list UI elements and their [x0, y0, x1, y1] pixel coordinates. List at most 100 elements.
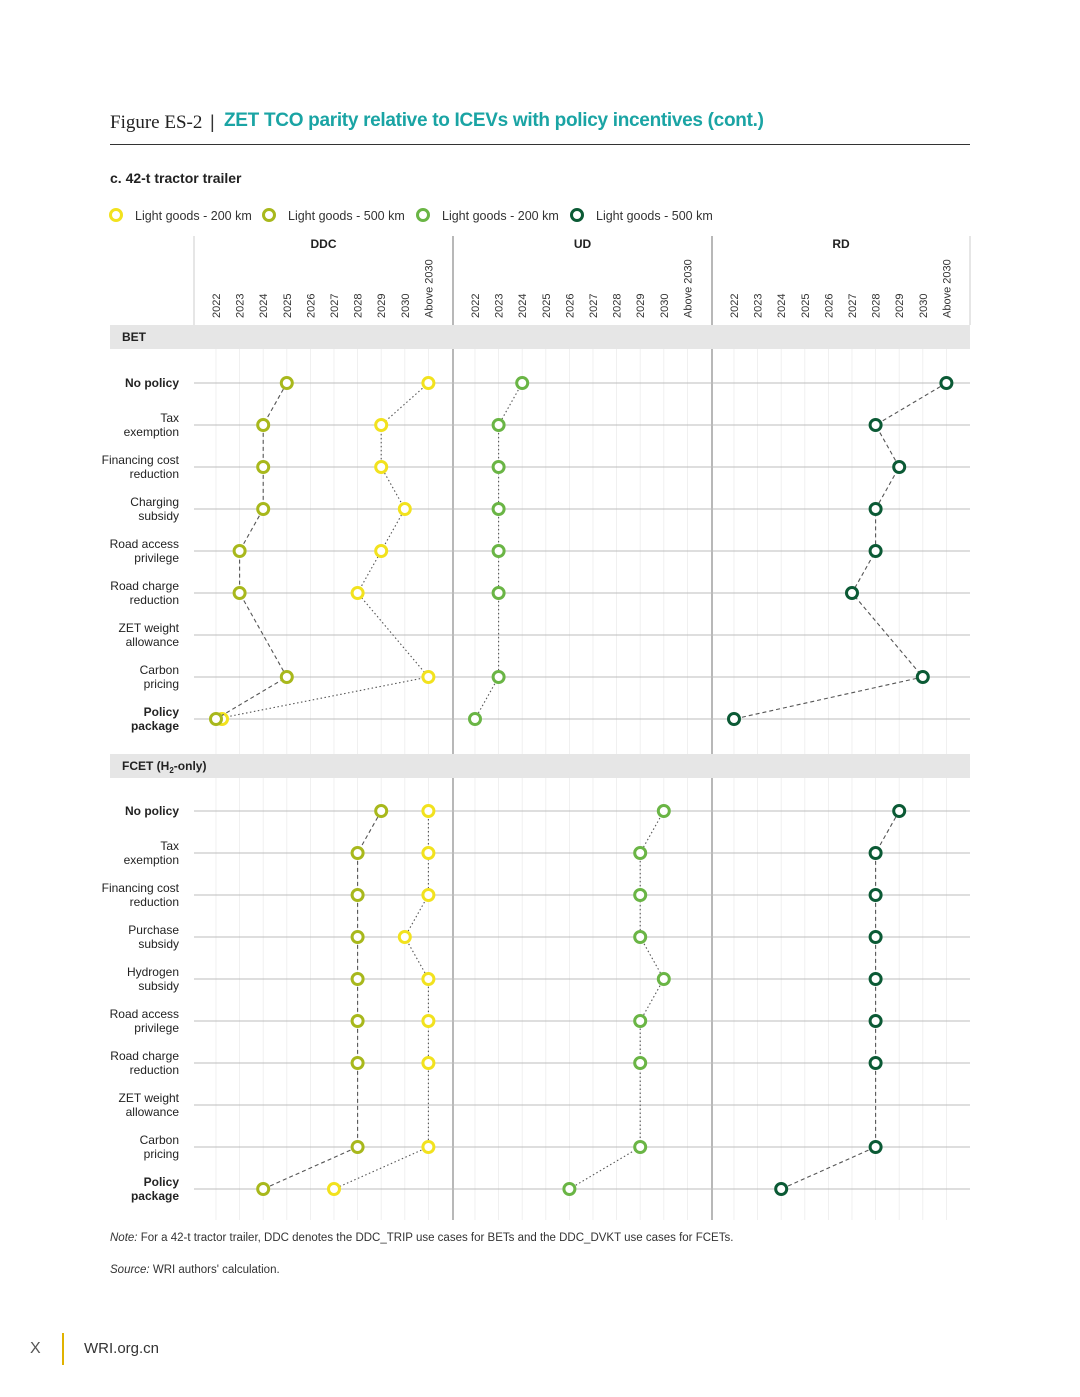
series-line-lg500b	[780, 810, 900, 1190]
data-point-lg200b	[633, 930, 648, 944]
tick-label: 2023	[494, 294, 506, 318]
legend-label-lg200b: Light goods - 200 km	[442, 209, 559, 223]
data-point-lg200	[327, 1182, 341, 1196]
row-label: subsidy	[138, 937, 179, 951]
data-point-lg500	[256, 460, 271, 474]
tick-label: 2028	[612, 294, 624, 318]
panel-title-rd: RD	[832, 237, 850, 251]
row-label: Tax	[160, 839, 179, 853]
tick-label: 2028	[871, 294, 883, 318]
row-label: exemption	[124, 425, 179, 439]
section-band	[110, 754, 970, 778]
footer-site: WRI.org.cn	[84, 1340, 160, 1357]
data-point-lg500b	[939, 376, 954, 390]
tick-label: 2024	[776, 294, 788, 318]
row-label: Carbon	[140, 663, 179, 677]
data-point-lg500	[256, 418, 271, 432]
data-point-lg500b	[868, 1056, 883, 1070]
row-label: ZET weight	[119, 1091, 180, 1105]
parity-chart: Light goods - 200 km Light goods - 500 km…	[102, 208, 971, 1220]
row-label: Policy	[144, 1175, 180, 1189]
data-point-lg200	[397, 502, 412, 516]
data-point-lg200b	[656, 972, 671, 986]
series-line-lg500	[262, 810, 382, 1190]
tick-label: 2025	[800, 294, 812, 318]
data-point-lg200b	[491, 544, 506, 558]
source-label: Source:	[110, 1264, 150, 1276]
data-point-lg200	[350, 586, 365, 600]
data-point-lg200	[421, 670, 436, 684]
source: Source: WRI authors' calculation.	[110, 1264, 280, 1276]
tick-label: 2030	[918, 294, 930, 318]
row-label: Financing cost	[102, 881, 180, 895]
section-label: FCET (H2-only)	[122, 759, 206, 775]
row-label: Tax	[160, 411, 179, 425]
row-label: package	[131, 1189, 179, 1203]
tick-label: 2023	[753, 294, 765, 318]
data-point-lg500	[350, 972, 365, 986]
tick-label: 2029	[376, 294, 388, 318]
data-point-lg500b	[727, 712, 741, 726]
row-label: Financing cost	[102, 453, 180, 467]
tick-label: 2022	[470, 294, 482, 318]
chart-subtitle: c. 42-t tractor trailer	[110, 170, 242, 186]
data-point-lg200b	[633, 888, 648, 902]
data-point-lg200	[374, 418, 389, 432]
row-label: ZET weight	[119, 621, 180, 635]
legend-label-lg200: Light goods - 200 km	[135, 209, 252, 223]
tick-label: 2027	[329, 294, 341, 318]
data-point-lg200	[421, 846, 436, 860]
data-point-lg500	[232, 586, 247, 600]
data-point-lg500b	[868, 544, 883, 558]
tick-label: 2027	[588, 294, 600, 318]
row-label: Policy	[144, 705, 180, 719]
figure-number: Figure ES-2	[110, 112, 203, 133]
data-point-lg500	[350, 1056, 365, 1070]
data-point-lg200b	[491, 586, 506, 600]
data-point-lg200b	[633, 1014, 648, 1028]
row-label: allowance	[126, 635, 180, 649]
data-point-lg200	[421, 804, 436, 818]
row-label: reduction	[130, 1063, 179, 1077]
row-label: privilege	[134, 551, 179, 565]
tick-label: 2030	[400, 294, 412, 318]
data-point-lg500	[232, 544, 247, 558]
data-point-lg200b	[515, 376, 530, 390]
data-point-lg200b	[656, 804, 671, 818]
figure-title: ZET TCO parity relative to ICEVs with po…	[224, 110, 764, 131]
row-label: reduction	[130, 895, 179, 909]
tick-label: Above 2030	[423, 259, 435, 318]
data-point-lg500b	[892, 460, 907, 474]
legend-marker-lg200b	[416, 208, 430, 222]
data-point-lg200	[374, 460, 389, 474]
data-point-lg200	[397, 930, 412, 944]
row-label: pricing	[144, 677, 179, 691]
tick-label: 2026	[564, 294, 576, 318]
legend-marker-lg200	[109, 208, 123, 222]
data-point-lg500	[279, 670, 294, 684]
tick-label: 2025	[282, 294, 294, 318]
row-label: reduction	[130, 593, 179, 607]
data-point-lg200b	[491, 418, 506, 432]
legend-marker-lg500	[262, 208, 276, 222]
legend-marker-lg500b	[570, 208, 584, 222]
data-point-lg500	[350, 1014, 365, 1028]
source-text: WRI authors' calculation.	[149, 1264, 280, 1276]
data-point-lg500b	[774, 1182, 789, 1196]
data-point-lg500	[279, 376, 294, 390]
data-point-lg500	[350, 846, 365, 860]
row-label: subsidy	[138, 979, 179, 993]
row-label: No policy	[125, 376, 179, 390]
data-point-lg200b	[633, 1056, 648, 1070]
section-band	[110, 325, 970, 349]
data-point-lg500	[256, 502, 271, 516]
row-label: subsidy	[138, 509, 179, 523]
row-label: package	[131, 719, 179, 733]
figure-header: Figure ES-2 | ZET TCO parity relative to…	[110, 110, 970, 145]
tick-label: 2030	[659, 294, 671, 318]
tick-label: 2024	[517, 294, 529, 318]
legend-label-lg500: Light goods - 500 km	[288, 209, 405, 223]
data-point-lg500b	[868, 1140, 883, 1154]
row-label: Charging	[130, 495, 179, 509]
row-label: Carbon	[140, 1133, 179, 1147]
